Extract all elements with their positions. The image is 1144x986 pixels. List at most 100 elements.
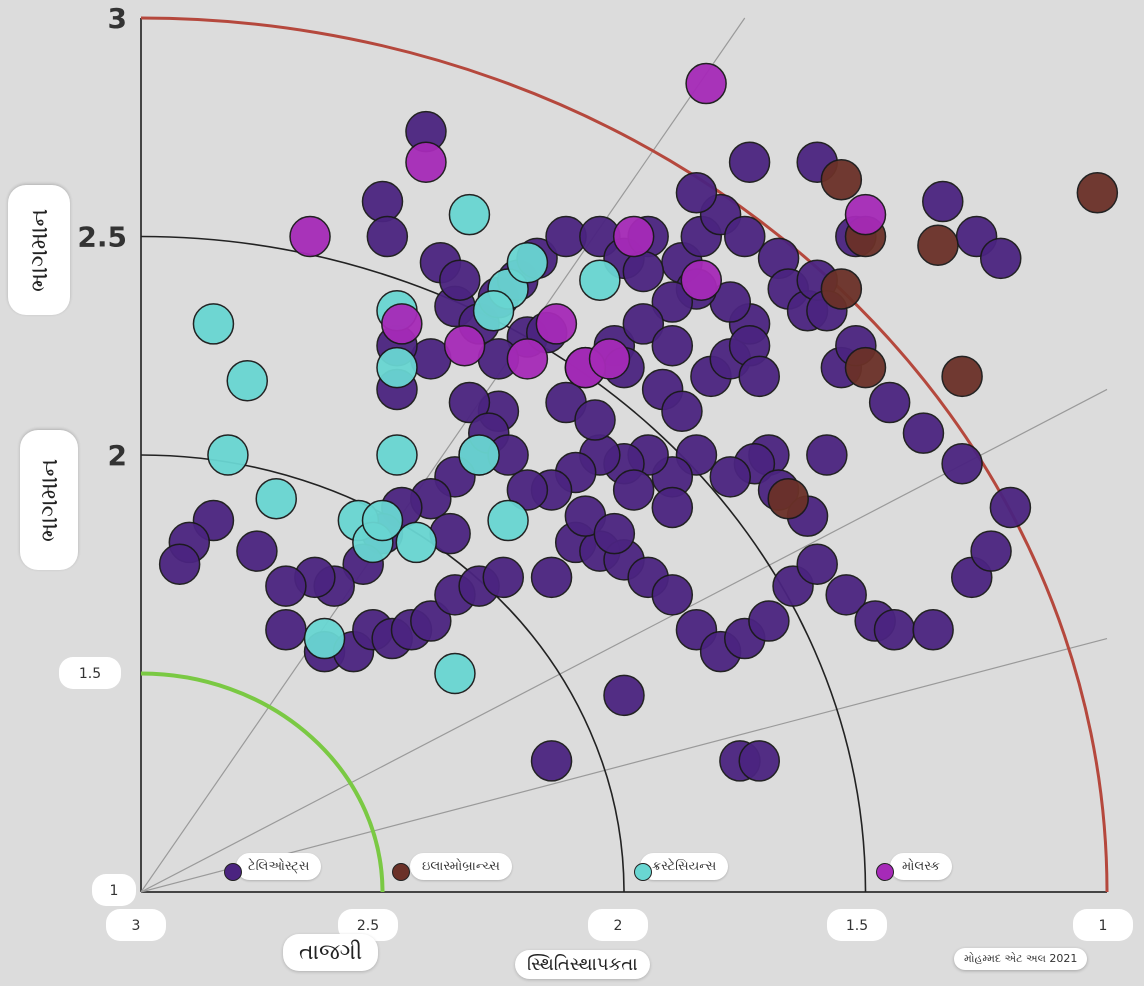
data-point — [728, 141, 771, 183]
data-point — [395, 521, 438, 564]
y-tick-label: 1.5 — [79, 666, 101, 682]
y-tick-label: 2.5 — [77, 221, 127, 254]
legend-item-crustaceans: ક્રસ્ટેસિયન્સ — [640, 853, 729, 880]
legend-swatch-elasmobranchs — [392, 863, 410, 881]
data-point — [651, 574, 694, 616]
y-tick-label-bg — [59, 657, 121, 689]
x-tick-label-bg — [338, 909, 398, 941]
data-point — [724, 215, 766, 258]
data-point — [1076, 172, 1119, 214]
legend-item-molluscs: મોલસ્ક — [890, 853, 952, 880]
x-tick-label: 1.5 — [846, 918, 868, 934]
data-point — [796, 543, 838, 585]
legend-item-label: ટેલિઓસ્ટ્સ — [248, 859, 310, 874]
data-point — [303, 617, 346, 660]
data-point — [622, 303, 665, 345]
x-tick-label-bg — [588, 909, 648, 941]
ray-line-0 — [140, 17, 746, 893]
data-point — [675, 172, 718, 214]
data-point — [236, 530, 278, 572]
data-point — [767, 477, 809, 520]
data-point — [873, 609, 916, 651]
data-point — [487, 499, 529, 542]
tick-layer: 3 2.5 2 1.5 1 3 2.5 2 1.5 1 — [59, 2, 1133, 941]
data-point — [366, 215, 409, 258]
legend-item-elasmobranchs: ઇલાસ્મોબ્રાન્ચ્સ — [410, 853, 512, 880]
x-tick-label-bg — [1073, 909, 1133, 941]
data-point — [651, 325, 694, 367]
data-point — [603, 674, 645, 717]
legend-item-label: ક્રસ્ટેસિયન્સ — [652, 859, 717, 874]
data-point — [226, 359, 269, 402]
data-point — [265, 609, 307, 651]
data-point — [806, 434, 848, 476]
data-point — [255, 477, 297, 520]
data-point — [265, 565, 307, 607]
x-axis-title-primary: તાજગી — [283, 934, 379, 971]
x-tick-label-bg — [827, 909, 887, 941]
data-point — [405, 141, 447, 183]
data-point — [506, 469, 549, 511]
data-point — [612, 469, 655, 511]
x-tick-label: 2 — [614, 918, 623, 934]
y-tick-label-bg — [92, 874, 136, 906]
data-point — [820, 158, 863, 201]
data-point — [376, 434, 418, 476]
data-point — [376, 346, 418, 389]
data-point — [530, 740, 573, 782]
data-point — [439, 259, 481, 301]
data-point — [588, 338, 631, 380]
x-axis-title-secondary: સ્થિતિસ્થાપકતા — [515, 950, 650, 979]
legend-swatch-molluscs — [876, 863, 894, 881]
data-point — [207, 434, 249, 476]
x-tick-label-bg — [106, 909, 166, 941]
data-point — [574, 399, 616, 441]
legend-swatch-teleosts — [224, 863, 242, 881]
data-point — [902, 412, 945, 454]
data-point — [979, 237, 1022, 280]
data-point — [448, 381, 491, 424]
data-point — [443, 325, 486, 367]
x-tick-label: 1 — [1099, 918, 1108, 934]
x-tick-label: 2.5 — [357, 918, 379, 934]
data-point — [506, 241, 549, 284]
data-point — [748, 600, 790, 642]
data-point — [381, 303, 423, 345]
data-point — [709, 456, 752, 498]
y-tick-label: 3 — [108, 2, 127, 35]
data-point — [844, 193, 887, 236]
data-point — [941, 442, 983, 485]
data-point — [941, 355, 983, 398]
data-point — [612, 215, 655, 258]
data-point — [458, 434, 500, 476]
data-point — [825, 574, 867, 616]
points-layer — [158, 62, 1119, 782]
data-point — [738, 355, 780, 398]
credit-label: મોહમ્મદ એટ અલ 2021 — [954, 948, 1088, 970]
legend-item-teleosts: ટેલિઓસ્ટ્સ — [236, 853, 322, 880]
data-point — [448, 193, 491, 236]
y-axis-label-lower: ભાગમાન — [20, 430, 78, 570]
data-point — [535, 303, 578, 345]
data-point — [680, 259, 723, 301]
data-point — [410, 600, 452, 642]
legend-item-label: ઇલાસ્મોબ્રાન્ચ્સ — [422, 859, 500, 874]
data-point — [434, 652, 476, 695]
data-point — [192, 303, 235, 345]
ray-line-2 — [140, 637, 1108, 893]
data-point — [868, 381, 911, 424]
data-point — [482, 556, 524, 599]
data-point — [738, 740, 780, 782]
data-point — [661, 390, 703, 433]
data-point — [593, 512, 636, 555]
data-point — [361, 499, 404, 542]
data-point — [970, 530, 1012, 572]
data-point — [922, 180, 964, 223]
y-axis-label-upper: ભાગમાન — [8, 185, 70, 315]
data-point — [289, 215, 331, 258]
y-tick-label: 2 — [108, 439, 127, 472]
data-point — [651, 281, 694, 323]
data-point — [158, 543, 201, 585]
y-tick-label: 1 — [110, 883, 119, 899]
data-point — [820, 268, 863, 310]
